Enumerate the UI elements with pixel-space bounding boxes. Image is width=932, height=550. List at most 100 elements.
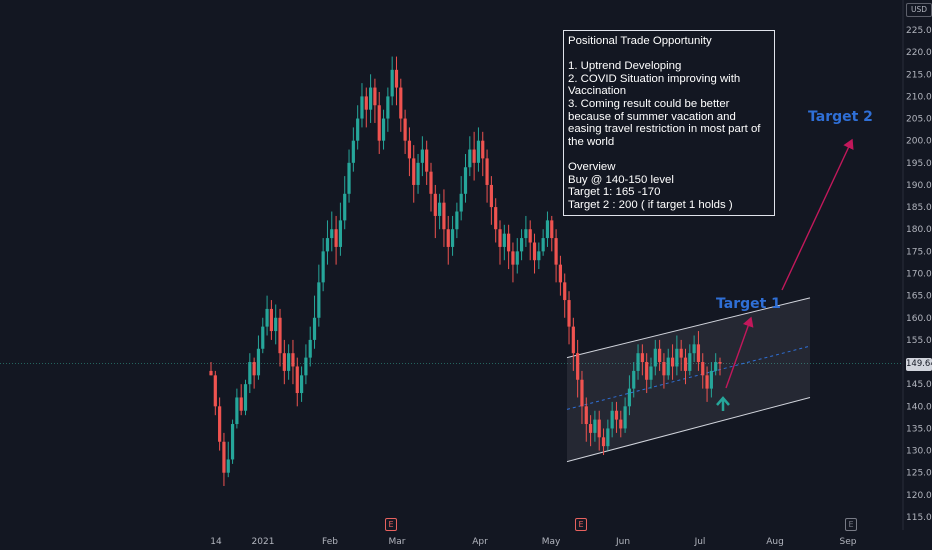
time-tick-label: Jun (615, 537, 630, 547)
candle-body (317, 282, 321, 318)
time-tick-label: 2021 (252, 537, 275, 547)
channel-upper-line (566, 297, 811, 359)
candle-body (528, 229, 532, 243)
price-axis: 115.00 120.00 125.00 130.00 135.00 140.00 145.… (0, 0, 932, 530)
candle-body (476, 140, 481, 163)
candle-body (636, 353, 640, 371)
candle-body (610, 410, 614, 429)
price-tick-label: 140.00 (906, 402, 932, 412)
candle-body (433, 193, 437, 216)
price-tick-label: 115.00 (906, 513, 932, 523)
note-blank (568, 148, 770, 161)
candle-body (364, 96, 368, 110)
candle-body (463, 167, 468, 194)
price-tick-label: 215.00 (906, 70, 932, 80)
candle-body (325, 238, 330, 252)
candle-body (632, 370, 636, 389)
candle-body (494, 207, 498, 230)
candle-body (537, 251, 541, 261)
candle-body (425, 149, 429, 172)
price-tick-label: 200.00 (906, 137, 932, 147)
target-1-label[interactable]: Target 1 (716, 296, 781, 312)
candle-body (412, 158, 416, 185)
candle-body (390, 69, 394, 97)
candle-body (545, 220, 550, 239)
time-tick-label: 14 (210, 537, 222, 547)
candle-body (278, 317, 282, 354)
candle-body (675, 348, 679, 367)
candle-body (645, 362, 649, 380)
candle-body (705, 375, 709, 389)
candle-body (420, 149, 424, 163)
earnings-marker-feb[interactable]: E (385, 518, 397, 531)
channel-lower-line (566, 396, 811, 463)
candle-body (446, 229, 450, 247)
candle-body (360, 96, 364, 119)
candle-body (403, 118, 407, 141)
candle-body (507, 233, 511, 252)
candle-body (658, 348, 662, 363)
price-tick-label: 205.00 (906, 115, 932, 125)
candle-body (653, 348, 657, 367)
candle-body (519, 238, 524, 252)
candle-body (481, 140, 485, 159)
price-tick-label: 155.00 (906, 336, 932, 346)
note-point-1: 1. Uptrend Developing (568, 60, 682, 73)
candle-body (386, 96, 390, 119)
candle-body (541, 238, 545, 252)
candle-body (489, 184, 493, 208)
candle-body (550, 220, 554, 239)
candle-body (597, 419, 601, 438)
candle-body (511, 251, 515, 265)
note-blank (568, 48, 770, 61)
candle-body (662, 362, 666, 376)
candle-body (239, 397, 243, 411)
candle-body (696, 344, 701, 363)
currency-label[interactable]: USD (906, 3, 932, 17)
candle-body (407, 140, 412, 159)
candle-body (563, 282, 567, 301)
candle-body (394, 69, 399, 88)
time-tick-label: Aug (766, 537, 784, 547)
note-point-3: 3. Coming result could be better because… (568, 97, 764, 148)
time-tick-label: Jul (694, 537, 706, 547)
candle-body (485, 158, 489, 185)
time-tick-label: Feb (322, 537, 338, 547)
price-tick-label: 120.00 (906, 491, 932, 501)
candle-body (627, 388, 632, 407)
note-title: Positional Trade Opportunity (568, 35, 712, 47)
price-tick-label: 185.00 (906, 203, 932, 213)
earnings-marker-apr[interactable]: E (575, 518, 587, 531)
time-axis: 14 2021 Feb Mar Apr May Jun Jul Aug Sep (210, 537, 856, 547)
time-tick-label: Apr (472, 537, 488, 547)
candle-body (256, 348, 261, 376)
candle-body (709, 370, 713, 389)
candle-body (338, 220, 343, 247)
candle-body (576, 353, 580, 380)
buy-arrow-icon (716, 396, 730, 411)
trend-channel[interactable] (566, 297, 811, 463)
candle-body (218, 406, 222, 442)
candle-body (701, 362, 705, 376)
price-tick-label: 160.00 (906, 314, 932, 324)
candle-body (442, 202, 446, 230)
candle-body (455, 211, 459, 230)
price-tick-label: 145.00 (906, 380, 932, 390)
candle-body (287, 353, 291, 371)
candle-body (524, 229, 528, 239)
candle-body (334, 229, 338, 247)
candle-body (252, 362, 256, 376)
candle-body (299, 375, 304, 394)
candle-body (265, 308, 269, 327)
candle-body (347, 162, 351, 194)
target-arrows[interactable] (716, 138, 854, 411)
candle-body (321, 251, 325, 283)
target-2-label[interactable]: Target 2 (808, 109, 873, 125)
candle-body (226, 459, 230, 473)
candle-body (248, 362, 252, 385)
trade-note[interactable]: Positional Trade Opportunity 1. Uptrend … (563, 30, 775, 216)
candle-body (209, 370, 213, 376)
price-tick-label: 210.00 (906, 92, 932, 102)
earnings-marker-aug[interactable]: E (845, 518, 857, 531)
